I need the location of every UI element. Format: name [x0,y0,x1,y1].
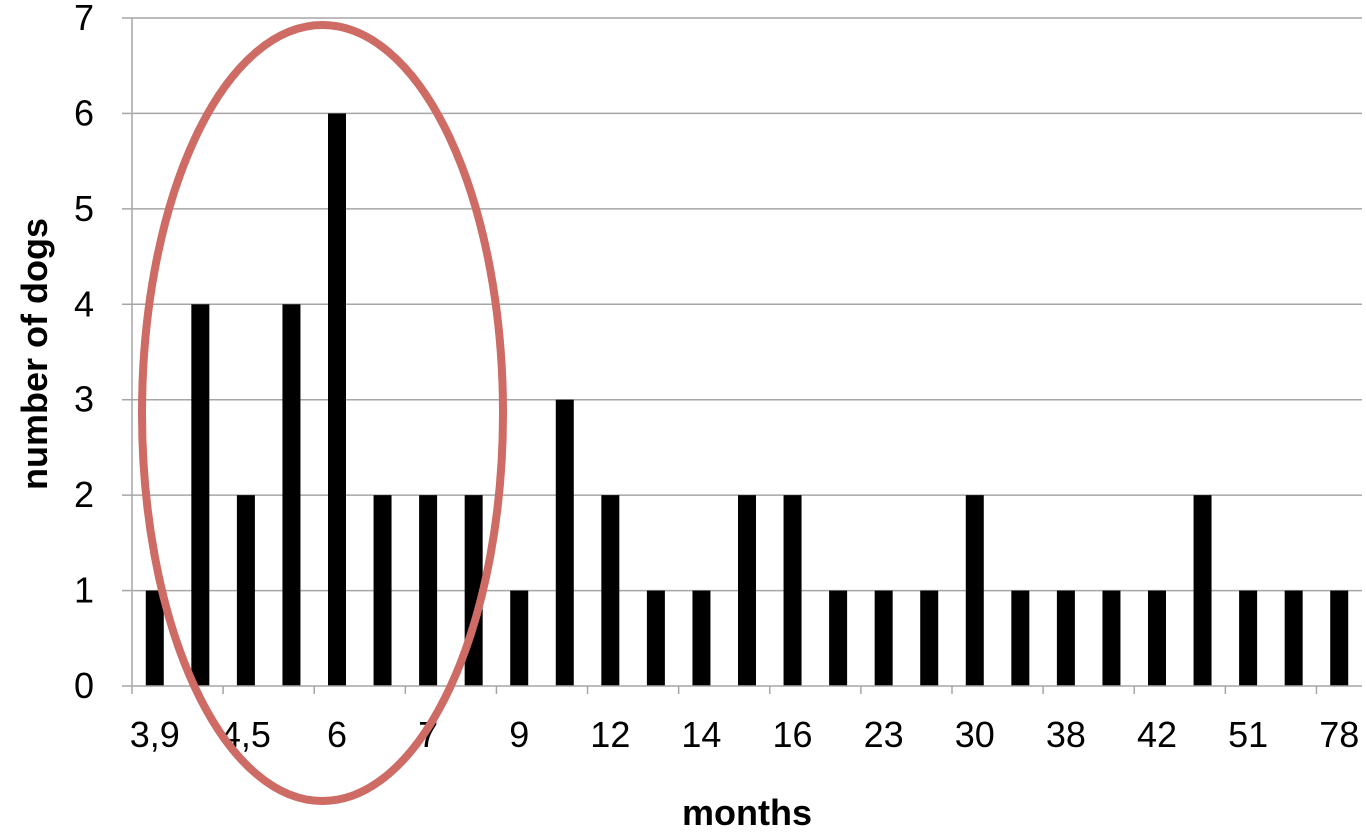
x-tick-label: 3,9 [130,714,180,755]
bar [510,591,528,686]
bar [647,591,665,686]
bar [1148,591,1166,686]
bar [1285,591,1303,686]
bar [1194,495,1212,686]
x-tick-label: 38 [1046,714,1086,755]
bar [328,113,346,686]
bar [237,495,255,686]
x-tick-label: 14 [681,714,721,755]
bar [1102,591,1120,686]
y-tick-label: 7 [74,0,94,38]
bar [920,591,938,686]
bar [829,591,847,686]
bar [875,591,893,686]
x-tick-label: 42 [1137,714,1177,755]
x-tick-label: 12 [590,714,630,755]
y-axis-title: number of dogs [14,218,55,490]
bar [146,591,164,686]
x-tick-label: 30 [955,714,995,755]
bar [1011,591,1029,686]
bar [738,495,756,686]
bar [692,591,710,686]
bar [556,400,574,686]
bar [191,304,209,686]
bar [419,495,437,686]
bar [1057,591,1075,686]
y-tick-label: 5 [74,188,94,229]
x-tick-labels: 3,9 4,5 6 7 9 12 14 16 23 30 38 42 51 78 [130,714,1359,755]
x-tick-label: 23 [864,714,904,755]
x-axis-title: months [682,792,812,833]
y-tick-label: 2 [74,474,94,515]
y-tick-label: 4 [74,283,94,324]
bar [282,304,300,686]
x-tick-label: 6 [327,714,347,755]
x-tick-label: 51 [1228,714,1268,755]
bar [1239,591,1257,686]
bar [374,495,392,686]
y-tick-label: 6 [74,92,94,133]
y-tick-label: 0 [74,665,94,706]
bar [1330,591,1348,686]
x-tick-label: 16 [773,714,813,755]
y-tick-labels: 0 1 2 3 4 5 6 7 [74,0,94,706]
bar [601,495,619,686]
y-tick-label: 3 [74,379,94,420]
x-tick-label: 9 [509,714,529,755]
y-tick-label: 1 [74,570,94,611]
x-tick-label: 78 [1319,714,1359,755]
bar [784,495,802,686]
bar [966,495,984,686]
